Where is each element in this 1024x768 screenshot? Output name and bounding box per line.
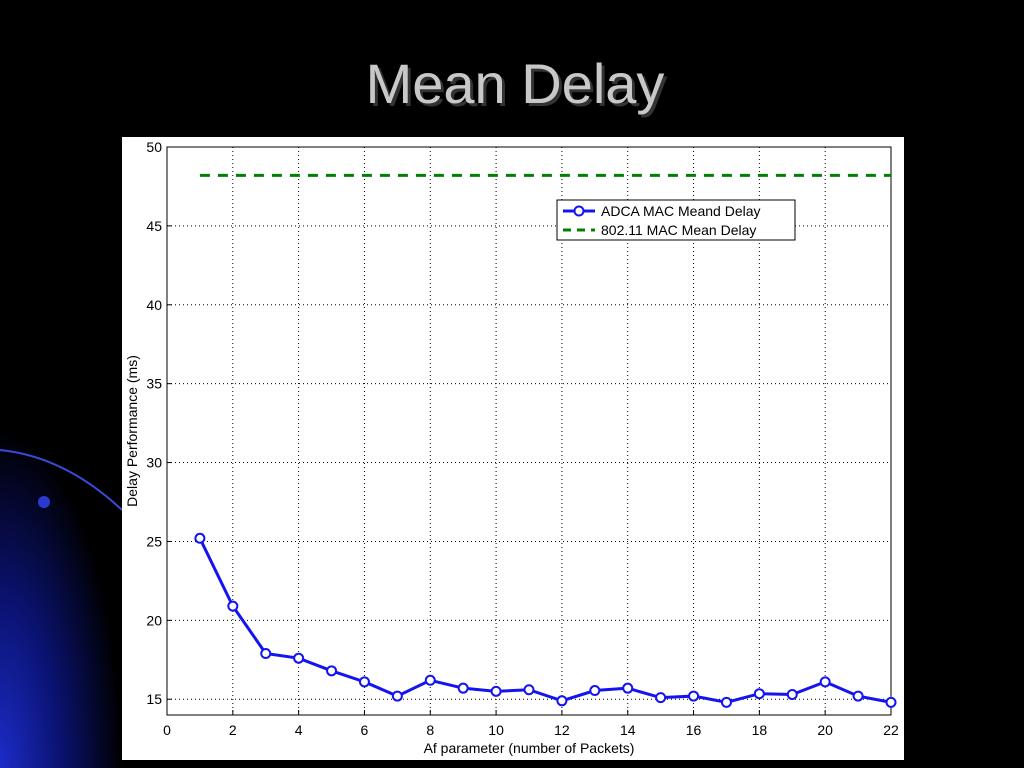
axes-box (166, 146, 892, 716)
data-point (260, 647, 272, 659)
x-tick-label: 0 (163, 722, 171, 738)
x-tick-label: 20 (817, 722, 833, 738)
data-point (326, 665, 338, 677)
legend-box (556, 199, 796, 241)
legend-label: ADCA MAC Meand Delay (601, 203, 761, 219)
x-tick-label: 22 (883, 722, 899, 738)
x-tick-label: 12 (554, 722, 570, 738)
x-tick-label: 8 (426, 722, 434, 738)
data-point (227, 600, 239, 612)
x-axis-label: Af parameter (number of Packets) (424, 740, 635, 756)
data-point (622, 682, 634, 694)
data-point (720, 696, 732, 708)
x-tick-label: 14 (620, 722, 636, 738)
y-axis-label: Delay Performance (ms) (124, 355, 140, 507)
legend-label: 802.11 MAC Mean Delay (601, 222, 756, 238)
y-tick-label: 50 (146, 139, 162, 155)
title-shadow: Mean Delay (369, 55, 668, 118)
x-tick-label: 4 (295, 722, 303, 738)
data-point (753, 688, 765, 700)
data-point (852, 690, 864, 702)
data-point (589, 685, 601, 697)
data-point (391, 690, 403, 702)
y-tick-label: 35 (146, 376, 162, 392)
y-tick-label: 20 (146, 612, 162, 628)
data-point (194, 532, 206, 544)
y-tick-label: 25 (146, 533, 162, 549)
x-tick-label: 10 (488, 722, 504, 738)
series-line (198, 537, 892, 704)
data-point (655, 692, 667, 704)
x-tick-label: 6 (361, 722, 369, 738)
data-point (358, 676, 370, 688)
data-point (490, 685, 502, 697)
y-tick-label: 30 (146, 455, 162, 471)
data-point (523, 684, 535, 696)
data-point (688, 690, 700, 702)
data-point (293, 652, 305, 664)
legend-marker (573, 205, 585, 217)
y-tick-label: 45 (146, 218, 162, 234)
x-tick-label: 16 (686, 722, 702, 738)
data-point (424, 674, 436, 686)
data-point (819, 676, 831, 688)
swoosh (0, 430, 122, 768)
data-point (457, 682, 469, 694)
x-tick-label: 18 (752, 722, 768, 738)
y-tick-label: 40 (146, 297, 162, 313)
chart-panel (122, 137, 904, 760)
data-point (556, 695, 568, 707)
swoosh-line (0, 449, 123, 511)
x-tick-label: 2 (229, 722, 237, 738)
y-tick-label: 15 (146, 691, 162, 707)
data-point (885, 696, 897, 708)
slide-title: Mean Delay (366, 52, 665, 115)
swoosh-dot (38, 496, 50, 508)
data-point (786, 688, 798, 700)
